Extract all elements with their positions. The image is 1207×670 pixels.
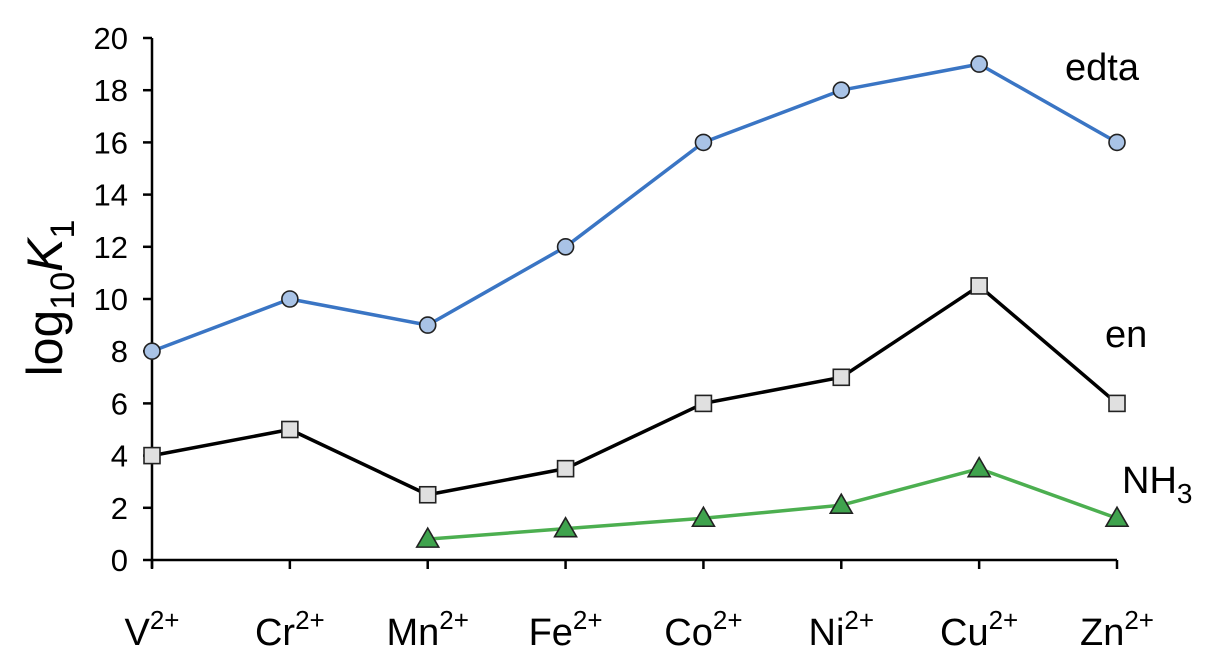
data-point-edta [970,55,988,73]
x-tick-label-base: Mn [386,612,439,654]
series-line-edta [151,62,1118,353]
data-point-edta [418,316,437,334]
x-tick-label-base: V [124,612,150,654]
data-point-edta [832,81,851,99]
x-tick-label-charge: 2+ [844,605,874,635]
series-label-en: en [1105,314,1147,356]
data-point-en [970,277,988,295]
y-tick-label: 0 [111,543,128,578]
data-point-nh3 [553,516,578,538]
x-tick-label: Cu2+ [940,605,1018,654]
y-tick-label: 20 [94,21,128,56]
x-tick-label-base: Cr [255,612,295,654]
x-tick-label: Zn2+ [1080,605,1154,654]
x-tick-label-charge: 2+ [439,605,469,635]
x-tick-label-base: Ni [809,612,845,654]
x-tick-label-base: Fe [529,612,573,654]
x-tick-label-charge: 2+ [573,605,603,635]
data-point-edta [281,290,299,308]
series-label-base: NH [1122,460,1177,502]
data-point-nh3 [828,492,854,514]
data-point-en [694,394,713,413]
y-axis-title-part: K [17,236,73,272]
y-axis-title-part: 10 [44,272,82,310]
series-label-base: edta [1065,47,1140,89]
x-tick-label-charge: 2+ [1124,605,1154,635]
y-tick-label: 10 [94,282,128,317]
data-point-en [143,446,161,465]
y-tick-label: 12 [94,230,128,265]
x-tick-label: Mn2+ [386,605,468,654]
data-point-en [832,368,851,387]
series-label-sub: 3 [1177,478,1193,509]
x-tick-label-charge: 2+ [295,605,325,635]
x-tick-label: V2+ [124,605,179,654]
x-tick-label-base: Zn [1080,612,1124,654]
y-axis-title-part: 1 [44,220,82,239]
series-label-edta: edta [1065,47,1140,89]
x-tick-label-charge: 2+ [713,605,743,635]
data-point-edta [1108,133,1126,152]
y-tick-label: 8 [111,334,128,369]
data-point-en [556,459,575,478]
data-point-en [1108,394,1126,413]
data-point-nh3 [1104,505,1130,528]
data-point-edta [556,238,575,256]
series-nh3: NH3 [415,456,1192,548]
x-tick-label-charge: 2+ [150,605,180,635]
y-axis-title-part: log [17,310,73,377]
x-tick-label: Co2+ [664,605,742,654]
y-tick-label: 18 [94,73,128,108]
series: edta en NH3 [143,47,1192,548]
x-tick-label: Ni2+ [809,605,875,654]
y-tick-label: 16 [94,125,128,160]
series-en: en [143,277,1147,504]
x-tick-label: Fe2+ [529,605,603,654]
x-tick-label: Cr2+ [255,605,325,654]
x-tick-label-base: Cu [940,612,989,654]
series-line-en [151,284,1119,497]
data-point-edta [694,133,713,152]
data-point-en [418,485,437,504]
y-axis-title-text: log10K1 [17,220,82,377]
series-edta: edta [143,47,1140,361]
series-label-nh3: NH3 [1122,460,1192,509]
y-axis-title: log10K1 [17,220,82,377]
data-point-en [281,420,299,439]
data-point-nh3 [691,505,716,528]
series-line-nh3 [427,466,1118,541]
y-tick-label: 2 [111,491,128,526]
y-tick-label: 14 [94,178,128,213]
x-tick-label-base: Co [664,612,713,654]
data-point-nh3 [966,456,992,478]
data-point-nh3 [415,526,441,548]
y-tick-label: 4 [111,439,128,474]
y-tick-label: 6 [111,386,128,421]
x-tick-label-charge: 2+ [989,605,1019,635]
series-label-base: en [1105,314,1147,356]
data-point-edta [143,342,161,361]
